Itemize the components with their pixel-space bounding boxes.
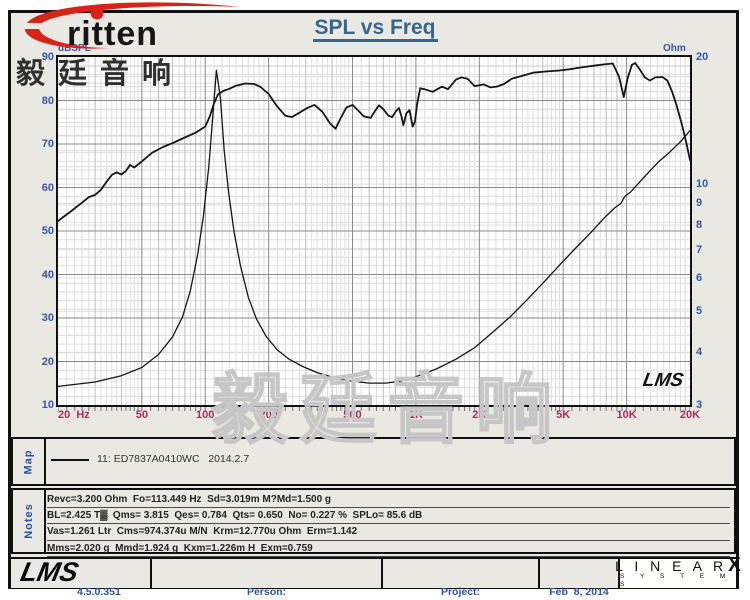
legend-entry[interactable]: 11: ED7837A0410WC 2014.2.7: [97, 453, 250, 465]
lms-logo: LMS: [17, 557, 82, 587]
y-right-tick-20: 20: [696, 51, 709, 63]
x-tick-20000: 20K: [679, 409, 701, 421]
note-line: BL=2.425 T▓ Qms= 3.815 Qes= 0.784 Qts= 0…: [47, 508, 730, 525]
lms-plot-mark: LMS: [641, 370, 686, 391]
linearx-x: X: [728, 554, 741, 576]
note-line: Vas=1.261 Ltr Cms=974.374u M/N Krm=12.77…: [47, 524, 730, 541]
date-text: Feb 8, 2014: [549, 586, 609, 598]
right-axis-unit: Ohm: [663, 43, 686, 54]
y-right-tick-10: 10: [696, 178, 709, 191]
legend-line-sample: [51, 459, 89, 461]
logo-brand-text: ritten: [67, 15, 158, 52]
y-right-tick-4: 4: [696, 346, 703, 359]
y-right-tick-6: 6: [696, 271, 703, 284]
x-tick-200: 200: [259, 409, 278, 421]
person-label: Person:: [246, 586, 287, 598]
footer-project-cell: Project: File: ED7837A0410WC.lib: [383, 559, 540, 598]
y-right-tick-5: 5: [696, 305, 703, 318]
x-tick-20: 20 Hz: [58, 409, 90, 421]
y-left-tick-20: 20: [41, 355, 54, 368]
x-tick-50: 50: [135, 409, 148, 421]
brand-logo: ritten: [10, 0, 245, 57]
footer-person-cell: Person: Company:: [152, 559, 383, 598]
x-axis-tickstrip: [58, 407, 690, 411]
x-tick-1000: 1K: [408, 409, 423, 421]
notes-panel: Notes Revc=3.200 Ohm Fo=113.449 Hz Sd=3.…: [11, 488, 736, 557]
x-tick-10000: 10K: [616, 409, 637, 421]
y-right-tick-8: 8: [696, 219, 703, 232]
plot-canvas: [58, 57, 690, 405]
map-panel: Map 11: ED7837A0410WC 2014.2.7: [11, 437, 736, 486]
y-left-tick-90: 90: [41, 51, 54, 63]
y-left-tick-60: 60: [41, 181, 54, 194]
footer-date-cell: Feb 8, 2014 Sat 10:09 am: [540, 559, 620, 598]
x-tick-2000: 2K: [472, 409, 487, 421]
y-left-tick-10: 10: [41, 399, 54, 411]
linearx-logo: L I N E A RX S Y S T E M S: [615, 556, 741, 588]
note-line: Revc=3.200 Ohm Fo=113.449 Hz Sd=3.019m M…: [47, 492, 730, 509]
y-left-tick-40: 40: [41, 268, 54, 281]
y-right-tick-3: 3: [696, 399, 703, 411]
logo-swoosh-icon: ritten: [23, 2, 240, 53]
y-right-tick-9: 9: [696, 197, 703, 210]
version-number: 4.5.0.351: [77, 586, 121, 598]
y-right-tick-7: 7: [696, 243, 703, 256]
page-title: SPL vs Freq: [0, 16, 750, 42]
curve-impedance: [58, 69, 690, 388]
y-left-tick-70: 70: [41, 138, 54, 150]
curve-spl: [58, 62, 690, 222]
spl-vs-freq-plot: [56, 55, 692, 407]
notes-panel-label: Notes: [13, 490, 46, 552]
x-tick-500: 500: [343, 409, 362, 421]
y-left-tick-50: 50: [41, 225, 54, 237]
x-tick-5000: 5K: [556, 409, 571, 421]
x-tick-100: 100: [196, 409, 215, 421]
map-panel-label: Map: [13, 439, 46, 484]
y-left-tick-30: 30: [41, 312, 54, 324]
y-left-tick-80: 80: [41, 94, 54, 107]
project-label: Project:: [440, 586, 481, 598]
notes-rows: Revc=3.200 Ohm Fo=113.449 Hz Sd=3.019m M…: [47, 492, 730, 557]
left-axis-unit: dBSPL: [58, 43, 91, 54]
note-line: Mms=2.020 g Mmd=1.924 g Kxm=1.226m H Exm…: [47, 541, 730, 557]
logo-chinese-text: 毅廷音响: [16, 58, 185, 90]
linearx-systems-text: S Y S T E M S: [620, 572, 733, 588]
linearx-brand-text: L I N E A R: [615, 557, 728, 574]
